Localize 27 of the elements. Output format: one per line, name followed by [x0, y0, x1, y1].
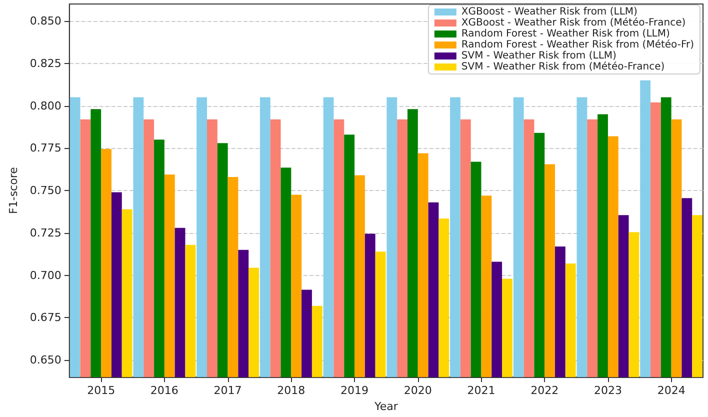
x-tick-label: 2020	[404, 384, 432, 398]
x-tick-label: 2022	[530, 384, 559, 398]
legend-label: SVM - Weather Risk from (Météo-France)	[461, 62, 665, 72]
y-tick-label: 0.750	[30, 184, 62, 198]
y-tick-label: 0.775	[30, 142, 62, 155]
y-tick-label: 0.675	[30, 311, 62, 324]
y-tick-label: 0.650	[30, 354, 62, 367]
x-tick-label: 2015	[87, 384, 116, 398]
x-tick-label: 2017	[214, 384, 242, 398]
y-tick-label: 0.850	[30, 14, 62, 28]
y-tick-label: 0.825	[30, 56, 62, 70]
legend-label: XGBoost - Weather Risk from (Météo-France)	[461, 18, 686, 28]
x-tick-label: 2016	[150, 384, 178, 398]
legend-label: Random Forest - Weather Risk from (LLM)	[461, 28, 670, 40]
x-tick-label: 2024	[657, 384, 686, 398]
legend-label: SVM - Weather Risk from (LLM)	[461, 50, 617, 62]
y-axis-title: F1-score	[7, 166, 20, 214]
x-tick-label: 2018	[277, 384, 306, 398]
x-axis-title: Year	[374, 400, 398, 413]
legend-label: XGBoost - Weather Risk from (LLM)	[461, 6, 638, 18]
x-tick-label: 2023	[594, 384, 622, 398]
y-tick-label: 0.700	[30, 268, 62, 282]
x-tick-label: 2021	[467, 384, 496, 398]
y-tick-label: 0.800	[30, 99, 62, 112]
x-tick-label: 2019	[340, 384, 369, 398]
legend-label: Random Forest - Weather Risk from (Météo-Fr)	[461, 40, 694, 50]
y-tick-label: 0.725	[30, 226, 62, 240]
